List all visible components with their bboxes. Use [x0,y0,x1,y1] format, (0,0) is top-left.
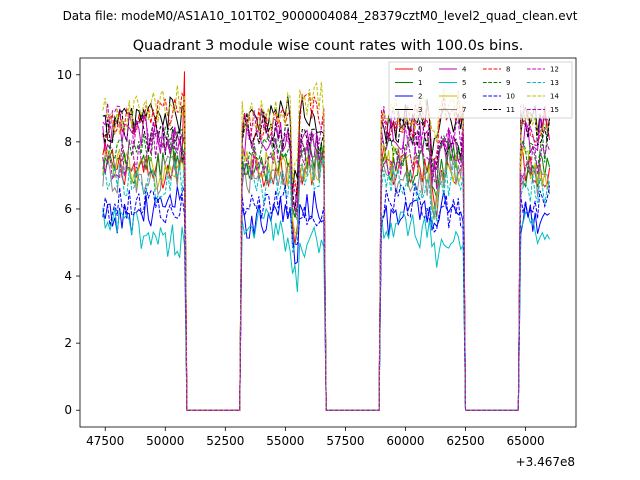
x-offset-label: +3.467e8 [516,455,575,469]
legend-label-6: 6 [462,93,467,101]
legend-label-3: 3 [418,106,422,114]
plot-frame [79,57,577,428]
x-axis: 47500 50000 52500 55000 57500 60000 62500 65000 [86,427,545,448]
legend-label-5: 5 [462,79,466,87]
legend-label-7: 7 [462,106,466,114]
series-line-15 [102,130,551,411]
x-tick-label: 65000 [506,434,544,448]
x-tick-label: 60000 [386,434,424,448]
legend-label-4: 4 [462,66,467,74]
y-tick-label: 8 [64,135,72,149]
y-tick-label: 10 [57,68,72,82]
legend-label-15: 15 [550,106,559,114]
series-line-12 [102,103,550,411]
x-tick-label: 55000 [266,434,304,448]
y-tick-label: 0 [64,403,72,417]
legend-label-1: 1 [418,79,422,87]
y-axis: 0 2 4 6 8 10 [57,68,80,417]
legend-label-13: 13 [550,79,559,87]
series-layer [102,71,551,411]
figure-suptitle: Data file: modeM0/AS1A10_101T02_90000040… [63,9,578,23]
legend-label-12: 12 [550,66,559,74]
legend-label-10: 10 [506,93,515,101]
legend-frame [388,61,573,119]
legend-label-8: 8 [506,66,510,74]
legend-label-9: 9 [506,79,510,87]
legend-label-2: 2 [418,93,422,101]
chart-title: Quadrant 3 module wise count rates with … [133,38,524,54]
y-tick-label: 2 [64,336,72,350]
y-tick-label: 4 [64,269,72,283]
x-tick-label: 52500 [206,434,244,448]
y-tick-label: 6 [64,202,72,216]
x-tick-label: 57500 [326,434,364,448]
x-tick-label: 50000 [146,434,184,448]
legend-label-11: 11 [506,106,515,114]
x-tick-label: 62500 [446,434,484,448]
legend-label-0: 0 [418,66,422,74]
legend-label-14: 14 [550,93,559,101]
x-tick-label: 47500 [86,434,124,448]
